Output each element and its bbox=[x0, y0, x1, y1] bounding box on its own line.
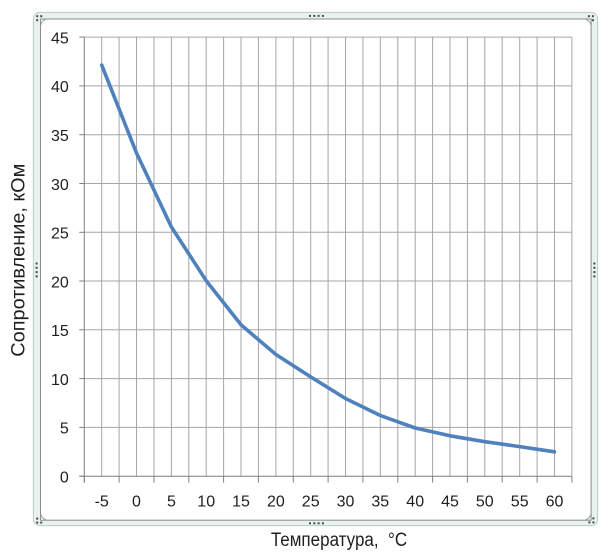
svg-text:30: 30 bbox=[51, 177, 69, 194]
svg-text:60: 60 bbox=[546, 494, 564, 511]
svg-text:45: 45 bbox=[51, 30, 69, 47]
svg-text:20: 20 bbox=[267, 494, 285, 511]
svg-text:-5: -5 bbox=[95, 494, 109, 511]
svg-text:Сопротивление, кОм: Сопротивление, кОм bbox=[9, 164, 30, 357]
svg-text:5: 5 bbox=[60, 421, 69, 438]
svg-text:20: 20 bbox=[51, 274, 69, 291]
svg-text:10: 10 bbox=[51, 372, 69, 389]
svg-text:40: 40 bbox=[51, 79, 69, 96]
svg-text:0: 0 bbox=[132, 494, 141, 511]
svg-text:15: 15 bbox=[232, 494, 250, 511]
svg-text:30: 30 bbox=[337, 494, 355, 511]
svg-text:50: 50 bbox=[476, 494, 494, 511]
svg-text:Температура, °C: Температура, °C bbox=[271, 530, 407, 551]
svg-text:40: 40 bbox=[406, 494, 424, 511]
svg-text:5: 5 bbox=[167, 494, 176, 511]
svg-text:0: 0 bbox=[60, 470, 69, 487]
svg-text:25: 25 bbox=[302, 494, 320, 511]
svg-text:10: 10 bbox=[197, 494, 215, 511]
svg-text:25: 25 bbox=[51, 226, 69, 243]
svg-text:45: 45 bbox=[441, 494, 459, 511]
svg-text:35: 35 bbox=[371, 494, 389, 511]
svg-text:15: 15 bbox=[51, 323, 69, 340]
svg-text:35: 35 bbox=[51, 128, 69, 145]
svg-text:55: 55 bbox=[511, 494, 529, 511]
